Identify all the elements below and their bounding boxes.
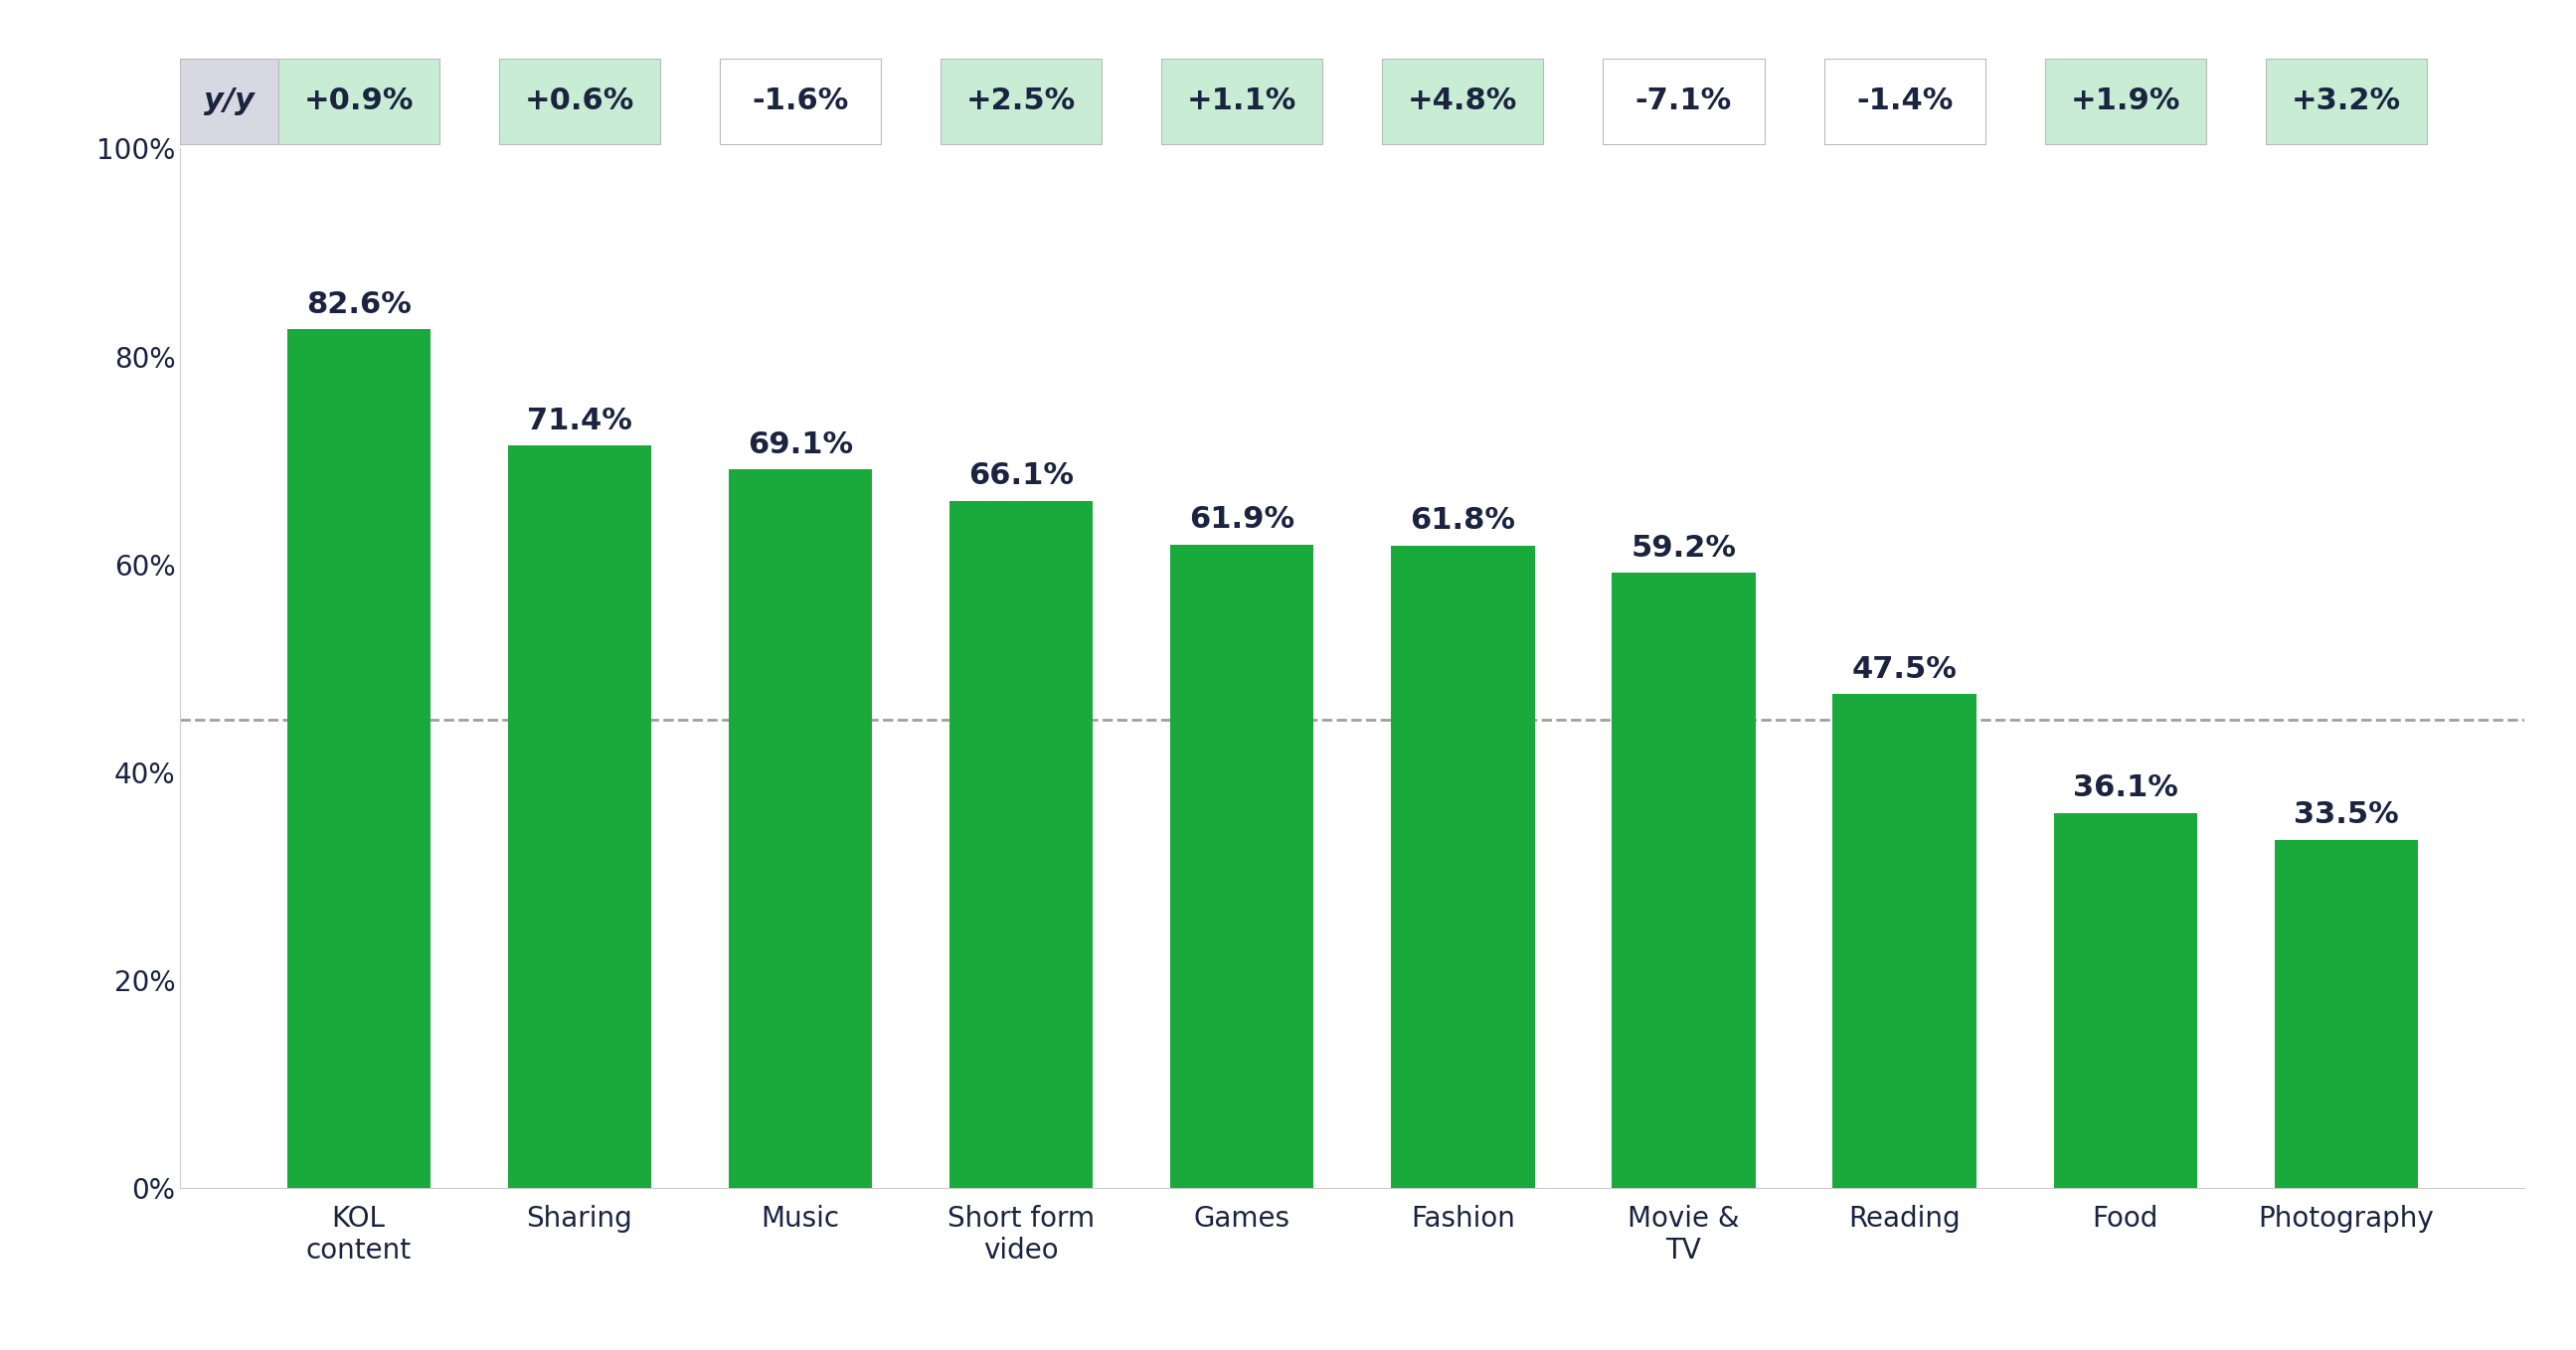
Text: 33.5%: 33.5% [2293, 801, 2398, 829]
Bar [1613, 572, 1754, 1188]
Text: 69.1%: 69.1% [747, 431, 853, 459]
FancyBboxPatch shape [940, 58, 1103, 143]
Bar [1832, 694, 1976, 1188]
Text: +0.6%: +0.6% [526, 86, 634, 116]
Text: +2.5%: +2.5% [966, 86, 1077, 116]
Bar [2275, 840, 2419, 1188]
Text: y/y: y/y [204, 86, 255, 116]
FancyBboxPatch shape [1162, 58, 1321, 143]
Bar [1391, 545, 1535, 1188]
FancyBboxPatch shape [278, 58, 440, 143]
FancyBboxPatch shape [1383, 58, 1543, 143]
Bar [1170, 544, 1314, 1188]
Text: 66.1%: 66.1% [969, 462, 1074, 490]
Bar [951, 501, 1092, 1188]
Text: 36.1%: 36.1% [2074, 774, 2177, 802]
FancyBboxPatch shape [1602, 58, 1765, 143]
Text: +1.9%: +1.9% [2071, 86, 2179, 116]
FancyBboxPatch shape [1824, 58, 1986, 143]
FancyBboxPatch shape [500, 58, 659, 143]
Text: 61.9%: 61.9% [1190, 505, 1296, 535]
Bar [729, 470, 873, 1188]
Text: -1.6%: -1.6% [752, 86, 848, 116]
Bar [2053, 813, 2197, 1188]
FancyBboxPatch shape [2045, 58, 2205, 143]
Text: 59.2%: 59.2% [1631, 533, 1736, 562]
Text: 61.8%: 61.8% [1409, 506, 1515, 535]
Text: +1.1%: +1.1% [1188, 86, 1296, 116]
Text: +3.2%: +3.2% [2293, 86, 2401, 116]
Text: -1.4%: -1.4% [1857, 86, 1953, 116]
Text: +0.9%: +0.9% [304, 86, 415, 116]
FancyBboxPatch shape [2264, 58, 2427, 143]
Text: 71.4%: 71.4% [528, 406, 631, 436]
Bar [286, 329, 430, 1188]
FancyBboxPatch shape [719, 58, 881, 143]
Text: 47.5%: 47.5% [1852, 655, 1958, 684]
Bar [507, 446, 652, 1188]
Text: +4.8%: +4.8% [1409, 86, 1517, 116]
FancyBboxPatch shape [180, 58, 278, 143]
Text: -7.1%: -7.1% [1636, 86, 1731, 116]
Text: 82.6%: 82.6% [307, 290, 412, 319]
